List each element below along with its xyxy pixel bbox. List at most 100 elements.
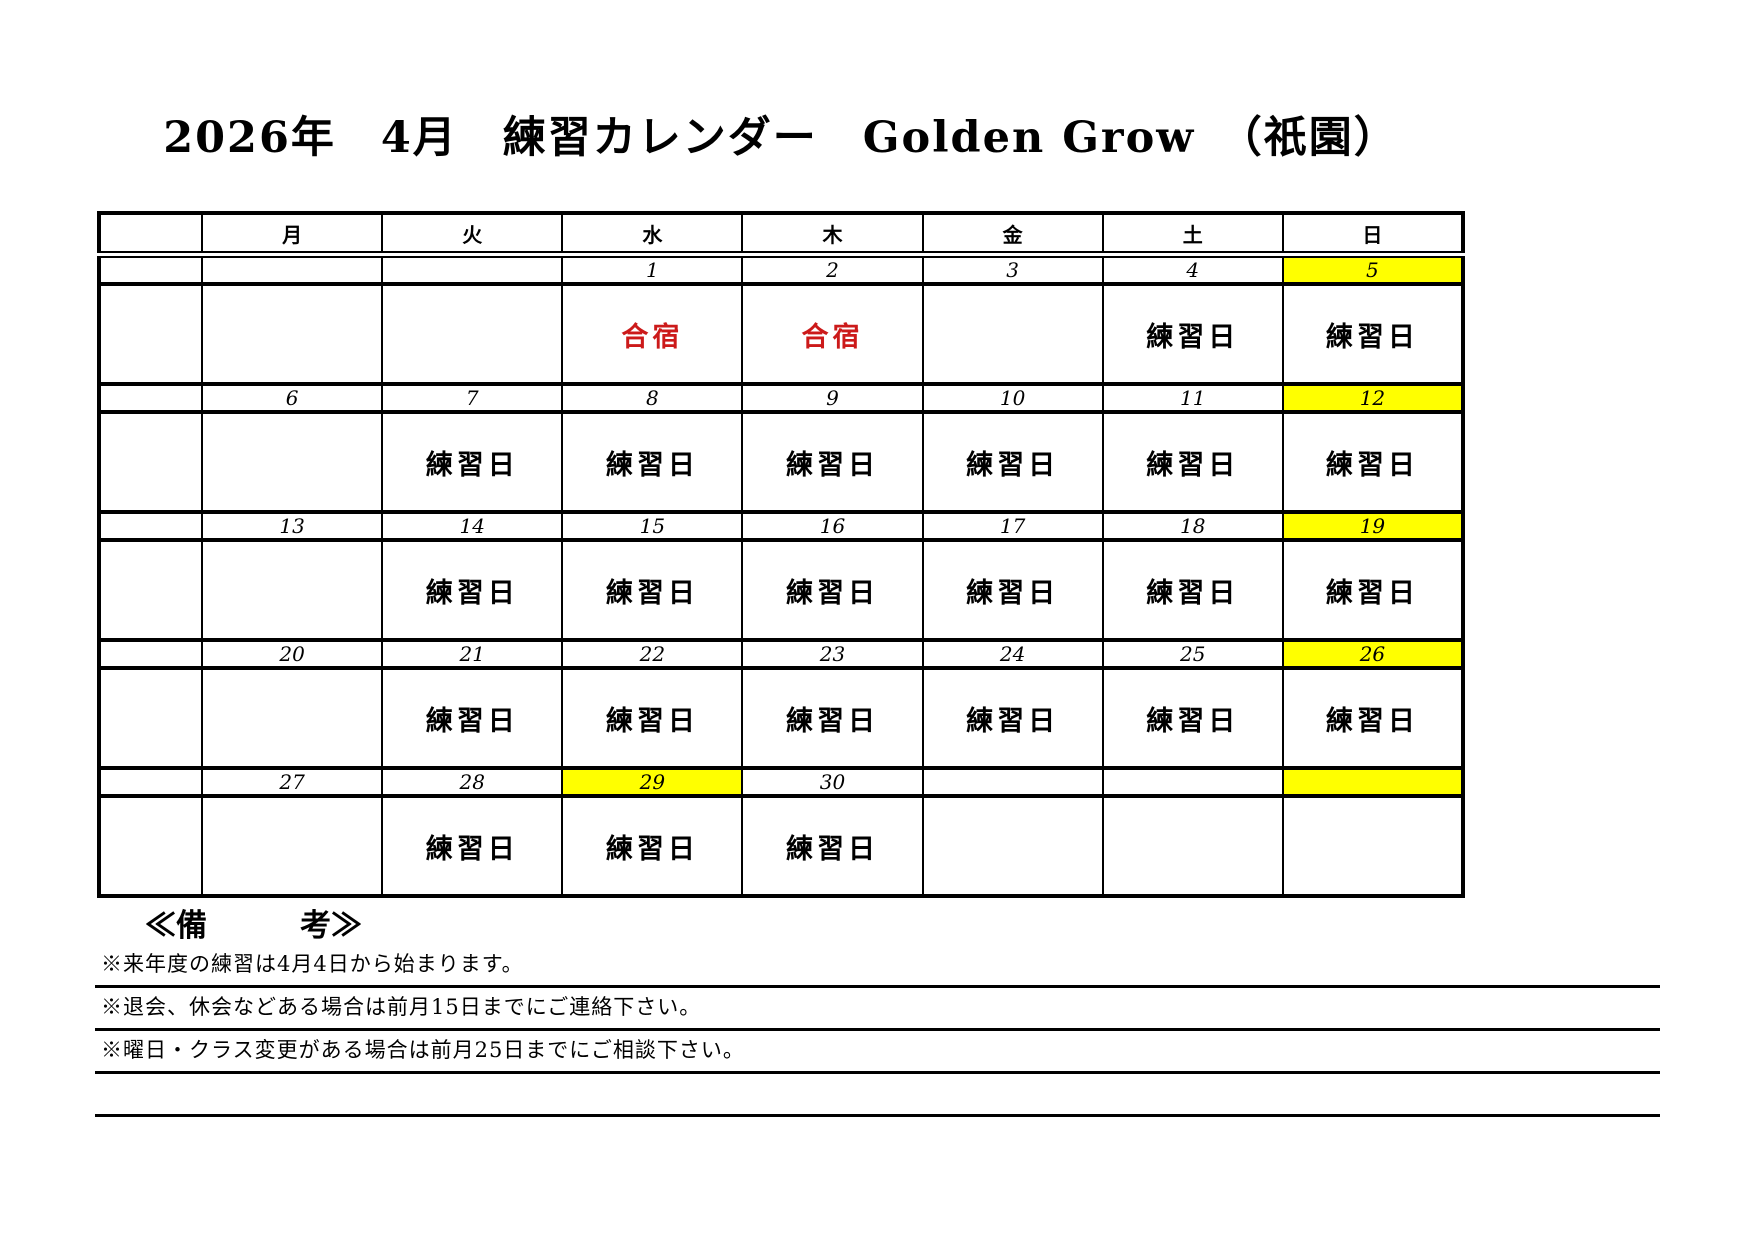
date-cell: 15 [561, 510, 744, 542]
entry-row: 合宿 合宿 練習日 練習日 [98, 283, 1465, 385]
entry-cell [200, 539, 384, 641]
date-row: 13 14 15 16 17 18 19 [98, 510, 1465, 542]
entry-cell [200, 667, 384, 769]
entry-cell [921, 283, 1104, 385]
date-cell: 17 [921, 510, 1104, 542]
entry-cell [381, 283, 564, 385]
entry-cell [1101, 795, 1284, 897]
date-cell: 30 [741, 766, 924, 798]
date-cell: 23 [741, 638, 924, 670]
entry-cell: 練習日 [741, 539, 924, 641]
entry-cell: 練習日 [1101, 667, 1284, 769]
date-cell: 29 [561, 766, 744, 798]
date-row: 6 7 8 9 10 11 12 [98, 382, 1465, 414]
row-stub-cell [98, 795, 203, 897]
calendar-header-row: 月火水木金土日 [98, 211, 1465, 258]
entry-cell: 練習日 [561, 795, 744, 897]
date-cell: 4 [1101, 252, 1284, 286]
day-header: 日 [1281, 211, 1465, 258]
day-header: 土 [1101, 211, 1284, 258]
day-header: 木 [741, 211, 924, 258]
date-cell: 5 [1281, 252, 1465, 286]
date-cell [1101, 766, 1284, 798]
entry-cell: 練習日 [921, 667, 1104, 769]
date-cell: 12 [1281, 382, 1465, 414]
date-cell [921, 766, 1104, 798]
remark-note: ※曜日・クラス変更がある場合は前月25日までにご相談下さい。 [95, 1031, 1660, 1074]
entry-cell [1281, 795, 1465, 897]
day-header: 火 [381, 211, 564, 258]
date-cell: 18 [1101, 510, 1284, 542]
date-cell: 9 [741, 382, 924, 414]
entry-cell: 練習日 [921, 539, 1104, 641]
entry-cell: 練習日 [381, 667, 564, 769]
entry-cell: 練習日 [921, 411, 1104, 513]
row-stub-cell [98, 766, 203, 798]
entry-cell [200, 411, 384, 513]
date-cell: 10 [921, 382, 1104, 414]
entry-row: 練習日 練習日 練習日 練習日 練習日 練習日 [98, 667, 1465, 769]
row-stub-cell [98, 510, 203, 542]
row-stub-cell [98, 638, 203, 670]
date-row: 27 28 29 30 [98, 766, 1465, 798]
entry-cell: 練習日 [1281, 667, 1465, 769]
entry-cell: 練習日 [561, 667, 744, 769]
date-cell: 22 [561, 638, 744, 670]
row-stub-cell [98, 252, 203, 286]
entry-cell [200, 283, 384, 385]
remark-note: ※退会、休会などある場合は前月15日までにご連絡下さい。 [95, 988, 1660, 1031]
entry-cell [921, 795, 1104, 897]
date-cell: 1 [561, 252, 744, 286]
date-cell: 3 [921, 252, 1104, 286]
entry-cell [200, 795, 384, 897]
entry-row: 練習日 練習日 練習日 練習日 練習日 練習日 [98, 539, 1465, 641]
entry-cell: 練習日 [561, 411, 744, 513]
entry-cell: 練習日 [1281, 539, 1465, 641]
entry-cell: 練習日 [741, 667, 924, 769]
remarks-notes: ※来年度の練習は4月4日から始まります。 ※退会、休会などある場合は前月15日まで… [95, 945, 1660, 1117]
entry-row: 練習日 練習日 練習日 [98, 795, 1465, 897]
entry-cell: 練習日 [1101, 539, 1284, 641]
date-cell [200, 252, 384, 286]
date-cell: 28 [381, 766, 564, 798]
row-stub-cell [98, 382, 203, 414]
entry-cell: 練習日 [381, 795, 564, 897]
entry-cell: 練習日 [741, 411, 924, 513]
entry-cell: 練習日 [1281, 411, 1465, 513]
ruled-line [95, 1074, 1660, 1117]
day-header: 月 [200, 211, 384, 258]
day-header: 水 [561, 211, 744, 258]
entry-cell: 練習日 [1281, 283, 1465, 385]
entry-cell: 練習日 [381, 539, 564, 641]
corner-cell [98, 211, 203, 258]
date-row: 20 21 22 23 24 25 26 [98, 638, 1465, 670]
row-stub-cell [98, 539, 203, 641]
remark-note: ※来年度の練習は4月4日から始まります。 [95, 945, 1660, 988]
date-cell: 21 [381, 638, 564, 670]
entry-row: 練習日 練習日 練習日 練習日 練習日 練習日 [98, 411, 1465, 513]
row-stub-cell [98, 411, 203, 513]
entry-cell: 練習日 [381, 411, 564, 513]
date-cell: 19 [1281, 510, 1465, 542]
date-cell: 20 [200, 638, 384, 670]
date-cell: 7 [381, 382, 564, 414]
date-cell: 6 [200, 382, 384, 414]
date-cell: 24 [921, 638, 1104, 670]
date-cell: 2 [741, 252, 924, 286]
remarks-heading: ≪備 考≫ [145, 908, 362, 944]
date-cell: 27 [200, 766, 384, 798]
calendar-body: 1 2 3 4 5 合宿 合宿 練習日 練習日 6 7 8 9 10 11 12 練習日 練習日 練習日 練習日 練習日… [98, 252, 1465, 897]
date-cell [1281, 766, 1465, 798]
entry-cell: 練習日 [1101, 411, 1284, 513]
entry-cell: 練習日 [561, 539, 744, 641]
row-stub-cell [98, 667, 203, 769]
row-stub-cell [98, 283, 203, 385]
date-cell: 25 [1101, 638, 1284, 670]
date-cell [381, 252, 564, 286]
practice-calendar-table: 月火水木金土日 1 2 3 4 5 合宿 合宿 練習日 練習日 6 7 8 9 10 11 12 練習日 練習日練… [97, 211, 1465, 898]
day-header: 金 [921, 211, 1104, 258]
date-cell: 13 [200, 510, 384, 542]
entry-cell: 練習日 [741, 795, 924, 897]
entry-cell: 合宿 [741, 283, 924, 385]
